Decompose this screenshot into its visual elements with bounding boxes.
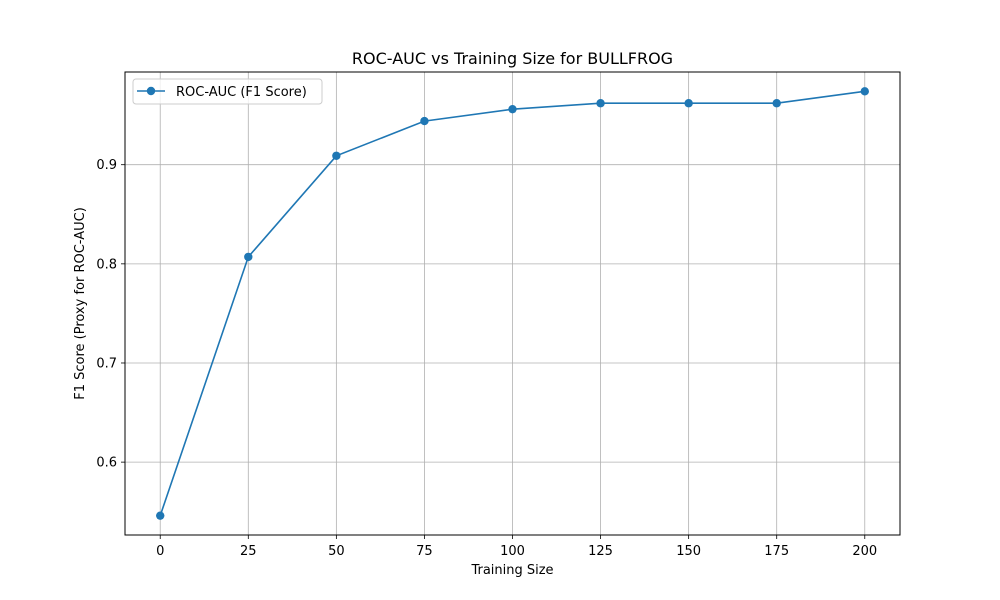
x-tick-label: 200 [852,544,877,559]
y-tick-label: 0.8 [96,257,117,272]
data-point [420,116,429,126]
data-point [684,99,693,108]
y-tick-label: 0.6 [96,456,117,471]
y-tick-label: 0.9 [96,158,117,173]
y-tick-label: 0.7 [96,356,117,371]
x-tick-label: 75 [416,544,433,559]
x-tick-label: 175 [764,544,789,559]
legend-marker-swatch [146,86,156,96]
x-tick-label: 50 [328,544,345,559]
data-point [244,252,253,262]
data-point [332,151,341,160]
data-point [860,87,869,96]
data-point [596,99,605,108]
x-tick-label: 125 [588,544,613,559]
x-tick-label: 25 [240,544,257,559]
x-axis-title: Training Size [470,563,553,578]
data-point [508,104,517,114]
ticks: 0 25 50 75 100 125 150 175 200 0.6 0.7 0.8 0.9 [96,158,877,559]
x-tick-label: 100 [500,544,525,559]
data-point [156,511,165,520]
x-tick-label: 150 [676,544,701,559]
y-axis-title: F1 Score (Proxy for ROC-AUC) [73,207,88,400]
data-point [772,99,781,108]
legend-box [132,78,323,105]
grid [125,72,900,535]
x-tick-label: 0 [156,544,164,559]
chart-title: ROC-AUC vs Training Size for BULLFROG [352,49,673,68]
legend: ROC-AUC (F1 Score) [132,78,323,105]
series-layer [156,87,869,520]
legend-label: ROC-AUC (F1 Score) [176,85,307,100]
